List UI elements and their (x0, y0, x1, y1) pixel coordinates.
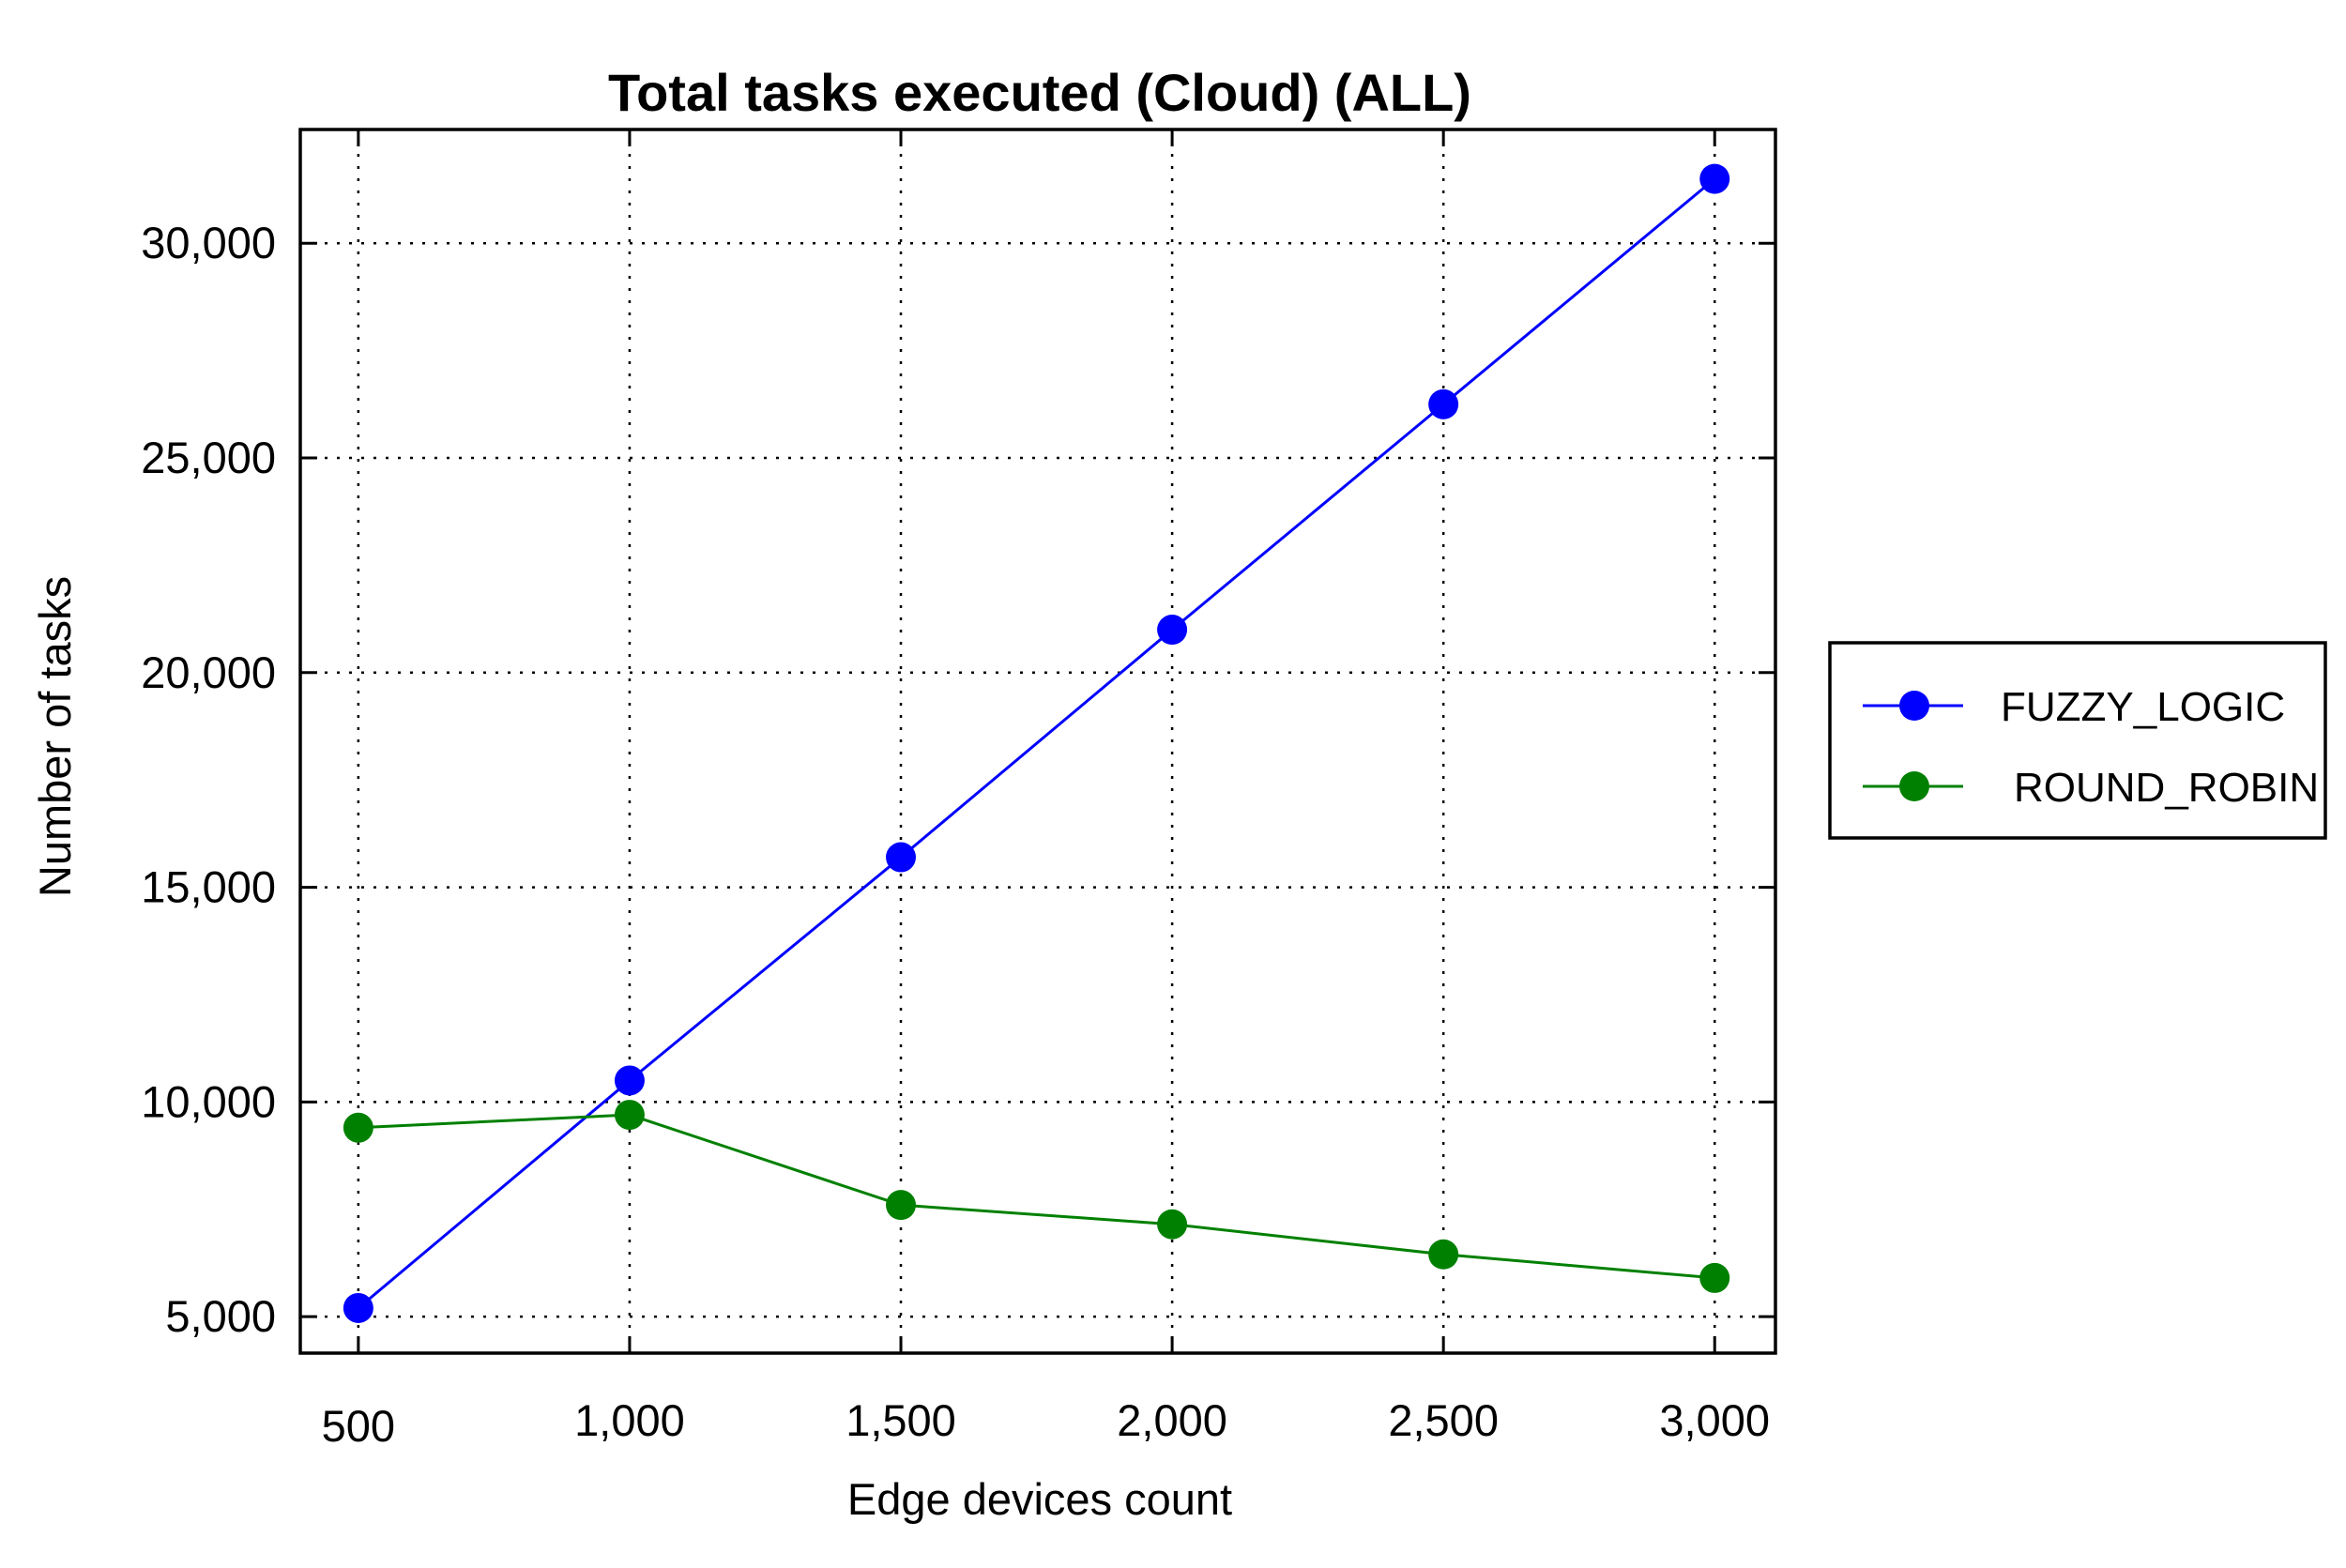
x-tick-label: 500 (322, 1401, 395, 1451)
legend-label: ROUND_ROBIN (2014, 765, 2319, 811)
y-tick-label: 30,000 (141, 218, 276, 267)
data-point (343, 1112, 373, 1143)
series-fuzzy-logic (343, 163, 1730, 1323)
data-point (886, 1190, 917, 1221)
data-point (1428, 388, 1459, 419)
data-point (614, 1065, 645, 1096)
legend-item: FUZZY_LOGIC (1863, 684, 2285, 730)
data-point (1699, 163, 1730, 194)
data-point (614, 1100, 645, 1131)
y-tick-label: 5,000 (165, 1291, 276, 1341)
legend-item: ROUND_ROBIN (1863, 765, 2319, 811)
series-group (343, 163, 1730, 1323)
data-point (1157, 615, 1188, 646)
y-tick-label: 20,000 (141, 647, 276, 697)
legend-label: FUZZY_LOGIC (2001, 684, 2285, 730)
data-point (1428, 1239, 1459, 1270)
x-axis-ticks: 500 1,000 1,500 2,000 2,500 3,000 (322, 129, 1770, 1451)
legend-box (1828, 641, 2327, 840)
x-tick-label: 3,000 (1659, 1395, 1770, 1445)
x-tick-label: 2,500 (1388, 1395, 1499, 1445)
gridlines (300, 129, 1775, 1353)
series-line (357, 177, 1716, 1310)
data-point (886, 842, 917, 873)
series-line (358, 1113, 1715, 1280)
x-tick-label: 2,000 (1117, 1395, 1227, 1445)
y-axis-ticks: 5,000 10,000 15,000 20,000 25,000 30,000 (141, 218, 1775, 1341)
series-round-robin (343, 1100, 1730, 1293)
data-point (1157, 1209, 1188, 1240)
chart-title: Total tasks executed (Cloud) (ALL) (608, 63, 1471, 122)
data-point (343, 1292, 373, 1323)
y-axis-label: Number of tasks (30, 576, 80, 897)
x-tick-label: 1,000 (574, 1395, 685, 1445)
x-axis-label: Edge devices count (847, 1474, 1232, 1524)
y-tick-label: 25,000 (141, 433, 276, 482)
data-point (1699, 1262, 1730, 1293)
x-tick-label: 1,500 (845, 1395, 956, 1445)
legend-marker (1899, 771, 1929, 801)
y-tick-label: 10,000 (141, 1076, 276, 1126)
legend: FUZZY_LOGIC ROUND_ROBIN (1828, 641, 2327, 840)
y-tick-label: 15,000 (141, 862, 276, 912)
plot-frame (298, 128, 1777, 1355)
legend-marker (1899, 691, 1929, 721)
